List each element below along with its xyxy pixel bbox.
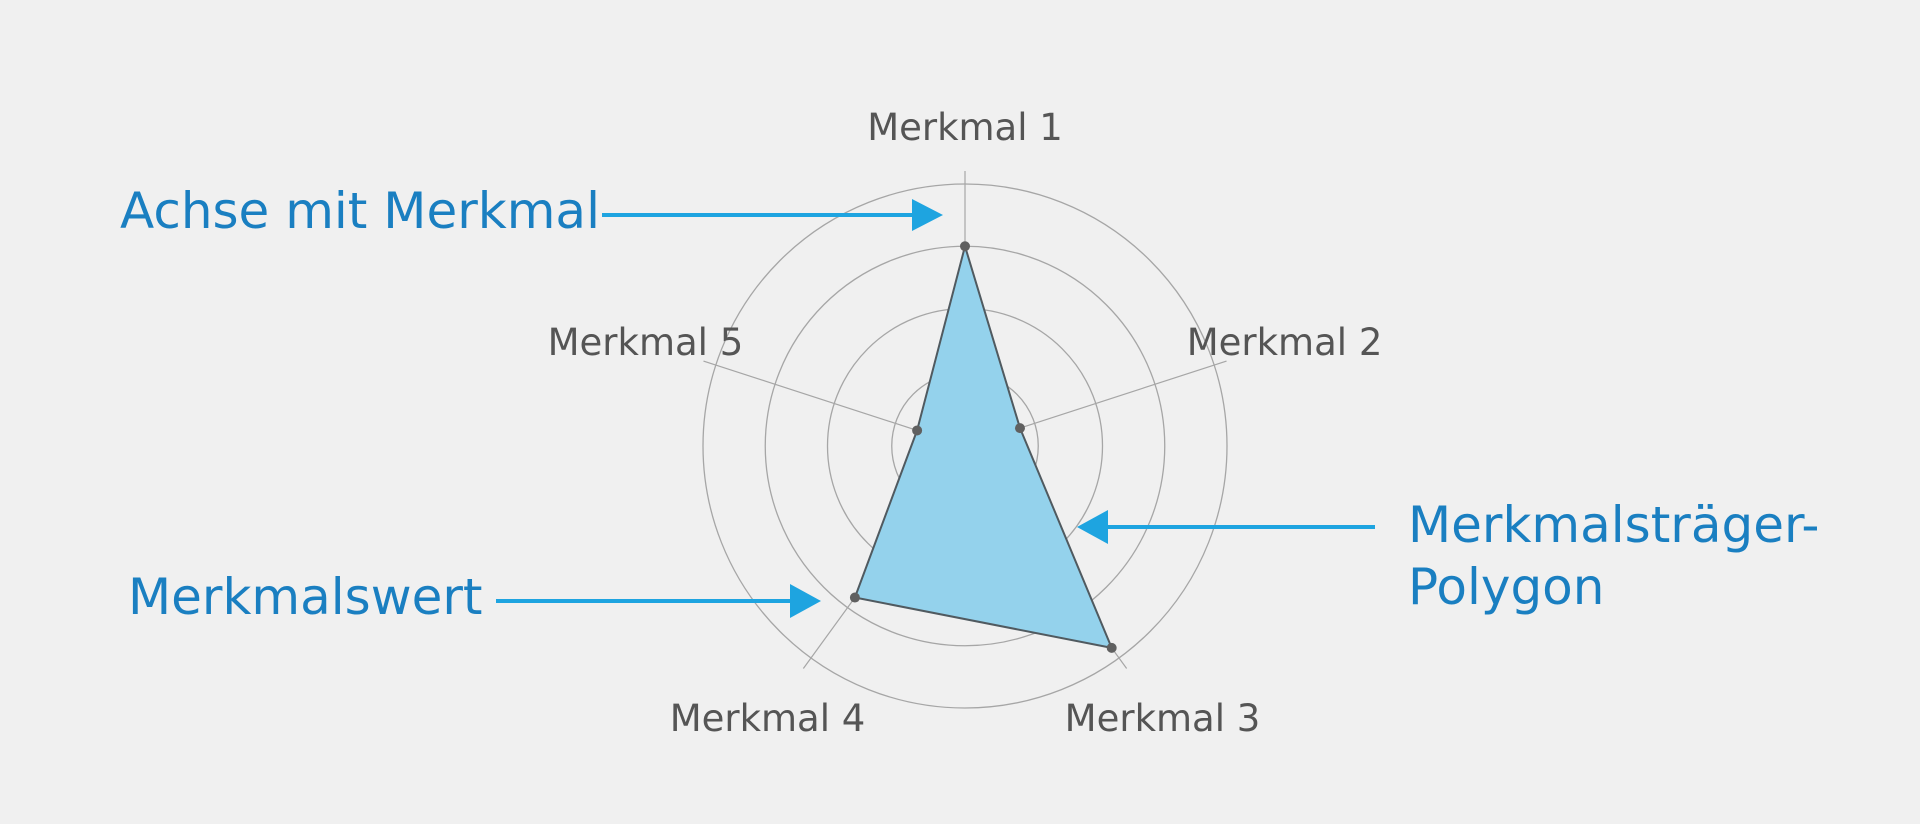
axis-label: Merkmal 5: [548, 321, 744, 364]
value-point: [960, 241, 970, 252]
callout-axis: Achse mit Merkmal: [120, 182, 943, 240]
callout-polygon-arrow-head: [1077, 510, 1108, 544]
axis-label: Merkmal 1: [867, 106, 1063, 149]
callout-axis-text: Achse mit Merkmal: [120, 182, 600, 240]
axis-label: Merkmal 3: [1065, 697, 1261, 740]
callout-value-text: Merkmalswert: [128, 568, 483, 626]
value-points: [849, 241, 1117, 653]
value-polygon: [853, 245, 1113, 649]
axis-labels: Merkmal 1 Merkmal 2 Merkmal 3 Merkmal 4 Merk…: [548, 106, 1383, 740]
callout-value: Merkmalswert: [128, 568, 821, 626]
axis-label: Merkmal 4: [670, 697, 866, 740]
value-point: [1014, 423, 1025, 434]
value-point: [1106, 642, 1117, 653]
callout-polygon: Merkmalsträger- Polygon: [1077, 496, 1819, 616]
callout-polygon-text-line2: Polygon: [1408, 558, 1604, 616]
axis-label: Merkmal 2: [1187, 321, 1383, 364]
callout-axis-arrow-head: [912, 199, 943, 231]
callout-value-arrow-head: [790, 584, 821, 618]
callouts: Achse mit Merkmal Merkmalswert Merkmalst…: [120, 182, 1819, 626]
value-point: [912, 425, 923, 436]
callout-polygon-text-line1: Merkmalsträger-: [1408, 496, 1819, 554]
value-point: [849, 592, 860, 603]
